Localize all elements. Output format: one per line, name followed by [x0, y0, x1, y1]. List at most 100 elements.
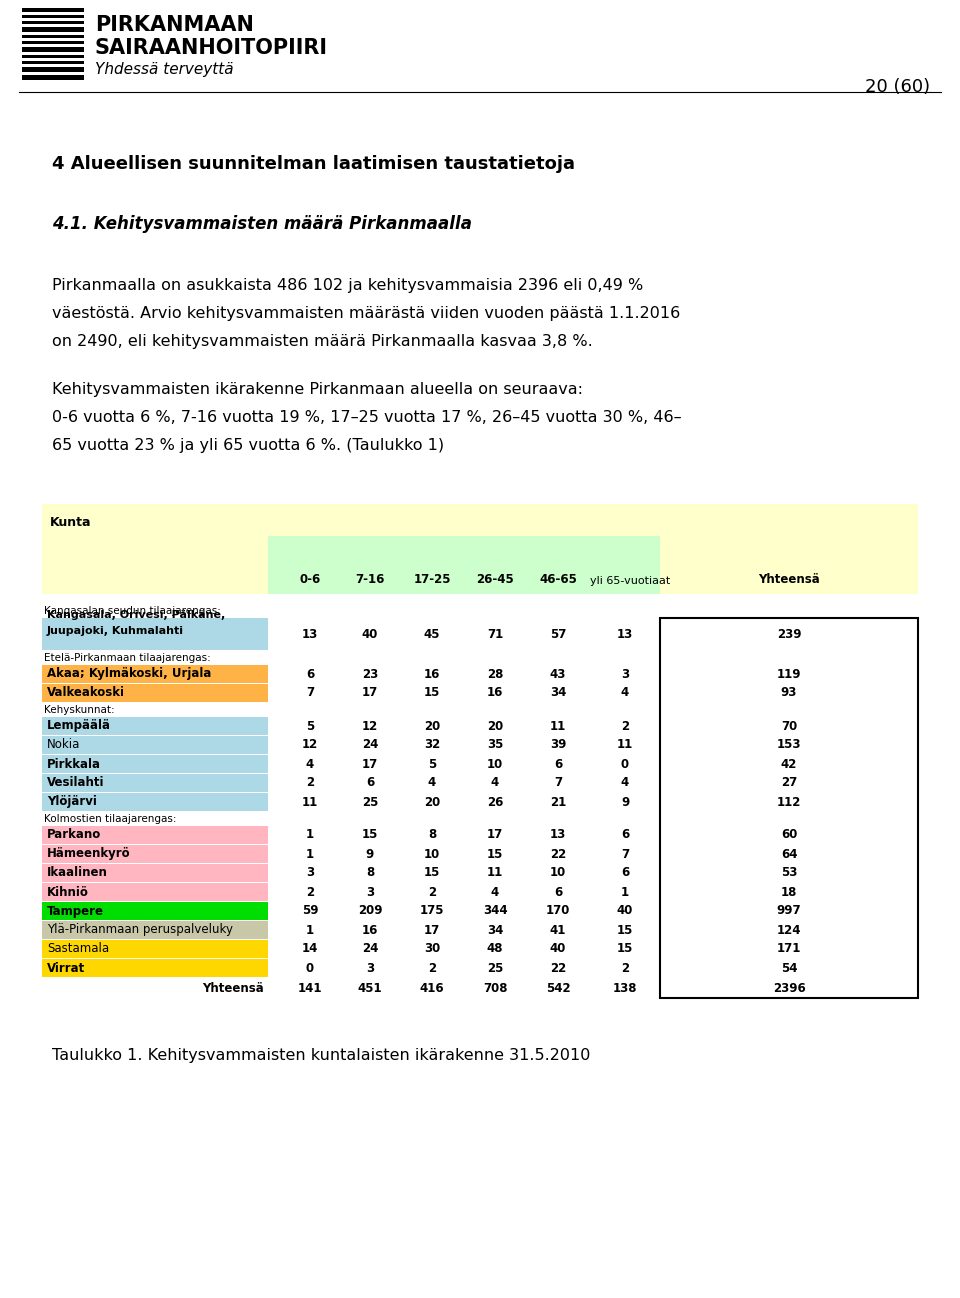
Text: 16: 16 [423, 667, 441, 680]
Polygon shape [50, 18, 84, 21]
Bar [22, 38, 84, 42]
Text: 119: 119 [777, 667, 802, 680]
Text: 10: 10 [550, 867, 566, 880]
Text: 0: 0 [306, 962, 314, 975]
Text: Pirkkala: Pirkkala [47, 758, 101, 771]
Bar [22, 32, 84, 35]
Text: 4: 4 [621, 776, 629, 789]
Text: 542: 542 [545, 983, 570, 996]
Text: Kolmostien tilaajarengas:: Kolmostien tilaajarengas: [44, 814, 177, 824]
Polygon shape [50, 71, 84, 75]
Text: Pirkanmaalla on asukkaista 486 102 ja kehitysvammaisia 2396 eli 0,49 %: Pirkanmaalla on asukkaista 486 102 ja ke… [52, 278, 643, 293]
Text: 20 (60): 20 (60) [865, 78, 930, 96]
Bar [42, 864, 268, 883]
Text: 153: 153 [777, 739, 802, 752]
Text: Virrat: Virrat [47, 962, 85, 975]
Bar [22, 58, 84, 61]
Text: 2: 2 [621, 962, 629, 975]
Text: 0-6 vuotta 6 %, 7-16 vuotta 19 %, 17–25 vuotta 17 %, 26–45 vuotta 30 %, 46–: 0-6 vuotta 6 %, 7-16 vuotta 19 %, 17–25 … [52, 410, 682, 424]
Text: 3: 3 [306, 867, 314, 880]
Text: 13: 13 [617, 627, 634, 640]
Text: 2: 2 [428, 962, 436, 975]
Bar [42, 793, 268, 811]
Text: 344: 344 [483, 905, 507, 918]
Text: 4 Alueellisen suunnitelman laatimisen taustatietoja: 4 Alueellisen suunnitelman laatimisen ta… [52, 154, 575, 173]
Text: 10: 10 [424, 848, 440, 861]
Text: 40: 40 [617, 905, 634, 918]
Text: 11: 11 [487, 867, 503, 880]
Text: 2: 2 [306, 885, 314, 898]
Text: PIRKANMAAN: PIRKANMAAN [95, 16, 253, 35]
Text: 0: 0 [621, 758, 629, 771]
Text: Kunta: Kunta [50, 517, 91, 530]
Text: 6: 6 [621, 867, 629, 880]
Text: Ylöjärvi: Ylöjärvi [47, 796, 97, 809]
Text: 4: 4 [491, 776, 499, 789]
Text: 9: 9 [621, 796, 629, 809]
Text: 7-16: 7-16 [355, 572, 385, 585]
Text: 209: 209 [358, 905, 382, 918]
Text: 0-6: 0-6 [300, 572, 321, 585]
Text: 17: 17 [362, 758, 378, 771]
Text: 32: 32 [424, 739, 440, 752]
Bar [42, 922, 268, 938]
Text: Kehyskunnat:: Kehyskunnat: [44, 705, 114, 715]
Text: 15: 15 [423, 687, 441, 700]
Text: Etelä-Pirkanmaan tilaajarengas:: Etelä-Pirkanmaan tilaajarengas: [44, 653, 211, 663]
Text: 41: 41 [550, 923, 566, 936]
Text: SAIRAANHOITOPIIRI: SAIRAANHOITOPIIRI [95, 38, 328, 58]
Bar [22, 52, 84, 55]
Text: 138: 138 [612, 983, 637, 996]
Text: Nokia: Nokia [47, 739, 81, 752]
Text: Kangasala, Orivesi, Pälkäne,: Kangasala, Orivesi, Pälkäne, [47, 610, 226, 620]
Text: 34: 34 [550, 687, 566, 700]
Text: 7: 7 [621, 848, 629, 861]
Bar [22, 23, 84, 27]
Text: 3: 3 [621, 667, 629, 680]
Text: 28: 28 [487, 667, 503, 680]
Bar [42, 845, 268, 863]
Text: 4: 4 [306, 758, 314, 771]
Text: 17: 17 [362, 687, 378, 700]
Text: 22: 22 [550, 962, 566, 975]
Text: Yhteensä: Yhteensä [203, 983, 264, 996]
Text: 6: 6 [554, 758, 563, 771]
Text: 4: 4 [428, 776, 436, 789]
Bar [268, 536, 660, 594]
Text: 20: 20 [487, 719, 503, 732]
Text: 9: 9 [366, 848, 374, 861]
Text: 53: 53 [780, 867, 797, 880]
Text: 13: 13 [301, 627, 318, 640]
Text: 4.1. Kehitysvammaisten määrä Pirkanmaalla: 4.1. Kehitysvammaisten määrä Pirkanmaall… [52, 215, 472, 234]
Text: 175: 175 [420, 905, 444, 918]
Text: 34: 34 [487, 923, 503, 936]
Text: Lempäälä: Lempäälä [47, 719, 111, 732]
Polygon shape [50, 12, 84, 16]
Text: Kehitysvammaisten ikärakenne Pirkanmaan alueella on seuraava:: Kehitysvammaisten ikärakenne Pirkanmaan … [52, 382, 583, 397]
Text: 45: 45 [423, 627, 441, 640]
Text: 6: 6 [306, 667, 314, 680]
Text: 18: 18 [780, 885, 797, 898]
Text: 5: 5 [428, 758, 436, 771]
Text: 35: 35 [487, 739, 503, 752]
Text: 25: 25 [487, 962, 503, 975]
Text: 1: 1 [621, 885, 629, 898]
Text: 6: 6 [554, 885, 563, 898]
Text: 40: 40 [362, 627, 378, 640]
Text: 6: 6 [621, 828, 629, 841]
Text: 7: 7 [554, 776, 562, 789]
Text: 3: 3 [366, 885, 374, 898]
Text: 1: 1 [306, 923, 314, 936]
Bar [22, 64, 84, 67]
Polygon shape [50, 38, 84, 42]
Bar [660, 618, 918, 998]
Text: 451: 451 [358, 983, 382, 996]
Text: 93: 93 [780, 687, 797, 700]
Text: 112: 112 [777, 796, 802, 809]
Text: 11: 11 [301, 796, 318, 809]
Bar [42, 618, 268, 650]
Text: 25: 25 [362, 796, 378, 809]
Text: Yhdessä terveyttä: Yhdessä terveyttä [95, 62, 233, 77]
Bar [22, 18, 84, 21]
Text: 2: 2 [621, 719, 629, 732]
